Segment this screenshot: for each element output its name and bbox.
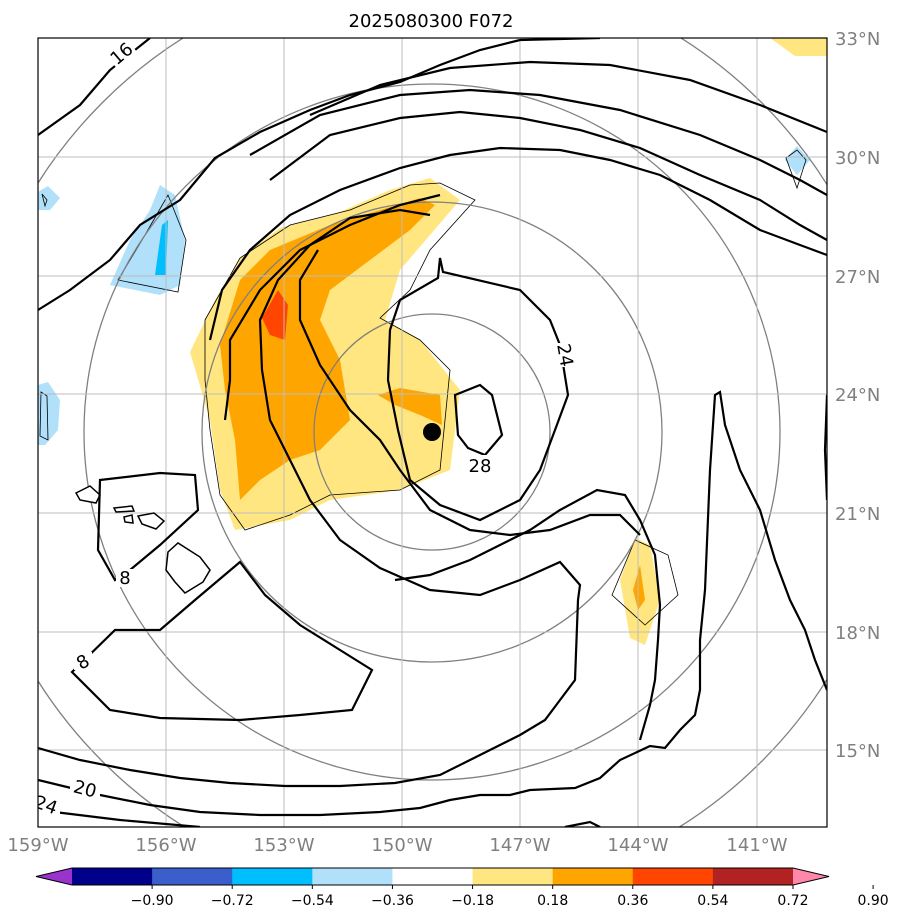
storm-center-marker: [423, 423, 441, 441]
contour-labels: 16 24 28 8 8 20 24: [31, 38, 577, 820]
contour-label-24: 24: [552, 342, 577, 368]
colorbar-swatch: [72, 868, 153, 885]
x-tick-label: 156°W: [135, 835, 196, 856]
colorbar-swatch: [712, 868, 794, 885]
x-tick-label: 144°W: [607, 835, 668, 856]
y-tick-label: 15°N: [835, 741, 880, 762]
shade-036-ne: [770, 38, 827, 56]
x-tick-label: 153°W: [253, 835, 314, 856]
contour-label-8a: 8: [119, 568, 130, 589]
x-tick-label: 141°W: [726, 835, 787, 856]
island-outlines: [74, 485, 211, 594]
contour-label-28: 28: [469, 456, 492, 477]
x-axis-labels: 159°W 156°W 153°W 150°W 147°W 144°W 141°…: [7, 835, 787, 856]
shade-neg018-a: [110, 185, 185, 295]
colorbar-swatch: [552, 868, 634, 885]
colorbar-tick-label: 0.36: [617, 893, 648, 909]
contour-label-20: 20: [71, 776, 99, 802]
shade-neg018-c: [38, 186, 60, 210]
shade-054-east: [633, 565, 645, 610]
colorbar-tick-label: 0.72: [777, 893, 808, 909]
colorbar-swatch: [232, 868, 313, 885]
colorbar-tick-label: 0.18: [537, 893, 568, 909]
colorbar-swatch: [632, 868, 714, 885]
range-rings: [38, 38, 827, 827]
plot-frame: [37, 37, 828, 828]
shade-054b: [378, 388, 442, 425]
colorbar-extend-high: [793, 868, 829, 885]
y-tick-label: 18°N: [835, 623, 880, 644]
shade-072: [262, 290, 288, 340]
colorbar: −0.90 −0.72 −0.54 −0.36 −0.18 0.18 0.36 0.54 0.7…: [35, 867, 889, 909]
shade-neg018-d: [785, 146, 810, 175]
colorbar-tick-label: −0.90: [131, 893, 174, 909]
colorbar-swatch: [392, 868, 474, 885]
x-tick-label: 147°W: [489, 835, 550, 856]
y-tick-label: 27°N: [835, 267, 880, 288]
contour-label-16: 16: [106, 39, 137, 70]
colorbar-tick-label: 0.90: [858, 893, 889, 909]
colorbar-swatch: [152, 868, 233, 885]
colorbar-tick-label: −0.18: [451, 893, 494, 909]
colorbar-tick-label: −0.54: [291, 893, 334, 909]
y-tick-label: 24°N: [835, 385, 880, 406]
colorbar-outline: [35, 867, 830, 886]
colorbar-extend-low: [36, 868, 72, 885]
x-tick-label: 159°W: [7, 835, 68, 856]
shade-neg018-b: [38, 382, 60, 445]
y-tick-label: 30°N: [835, 148, 880, 169]
shading-layer: [38, 38, 827, 645]
y-axis-labels: 33°N 30°N 27°N 24°N 21°N 18°N 15°N: [835, 29, 880, 762]
thick-contours: [38, 38, 827, 827]
shade-neg036-a: [155, 220, 168, 275]
x-tick-label: 150°W: [371, 835, 432, 856]
y-tick-label: 33°N: [835, 29, 880, 50]
contour-label-24b: 24: [31, 792, 60, 820]
colorbar-tick-label: −0.72: [211, 893, 254, 909]
plot-area: 16 24 28 8 8 20 24: [31, 38, 827, 827]
colorbar-tick-label: 0.54: [697, 893, 728, 909]
y-tick-label: 21°N: [835, 504, 880, 525]
chart-title: 2025080300 F072: [349, 11, 514, 32]
colorbar-swatch: [472, 868, 554, 885]
colorbar-swatch: [312, 868, 393, 885]
colorbar-tick-label: −0.36: [371, 893, 414, 909]
shade-054: [220, 198, 435, 500]
